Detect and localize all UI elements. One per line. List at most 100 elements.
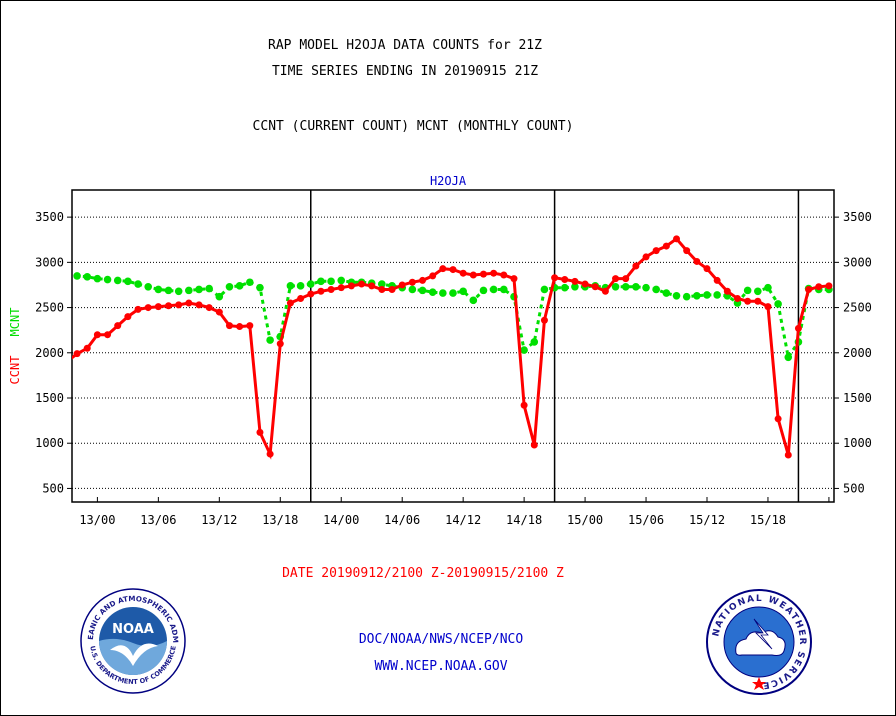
data-point-mcnt — [256, 283, 264, 292]
xtick-label: 14/06 — [384, 513, 420, 527]
data-point-ccnt — [744, 297, 752, 305]
data-point-ccnt — [601, 287, 609, 295]
ytick-label-left: 500 — [42, 481, 64, 495]
data-point-mcnt — [784, 353, 793, 362]
xtick-label: 15/12 — [689, 513, 725, 527]
data-point-mcnt — [408, 285, 417, 294]
data-point-ccnt — [134, 305, 142, 313]
data-point-ccnt — [358, 280, 366, 288]
data-point-ccnt — [347, 282, 355, 290]
series-ccnt — [72, 235, 833, 460]
data-point-ccnt — [449, 266, 457, 274]
series-line-mcnt — [72, 274, 829, 362]
data-point-ccnt — [612, 275, 620, 283]
ytick-label-right: 2000 — [843, 346, 872, 360]
xtick-label: 14/18 — [506, 513, 542, 527]
data-point-mcnt — [63, 273, 71, 281]
data-point-mcnt — [154, 285, 163, 294]
data-point-mcnt — [500, 285, 508, 294]
data-point-mcnt — [764, 283, 772, 292]
data-point-ccnt — [733, 295, 741, 303]
data-point-ccnt — [327, 285, 335, 293]
data-point-ccnt — [825, 282, 833, 290]
data-point-mcnt — [266, 336, 274, 344]
data-point-ccnt — [388, 285, 396, 293]
data-point-ccnt — [205, 304, 213, 312]
data-point-ccnt — [236, 323, 244, 331]
xtick-label: 15/18 — [750, 513, 786, 527]
data-point-ccnt — [774, 415, 782, 423]
data-point-ccnt — [469, 271, 477, 279]
data-point-mcnt — [337, 276, 346, 285]
ytick-label-right: 1500 — [843, 391, 872, 405]
plot-area-frame — [71, 189, 835, 503]
data-point-mcnt — [164, 286, 173, 295]
data-point-ccnt — [215, 308, 223, 316]
data-point-ccnt — [307, 290, 315, 298]
xtick-label: 14/00 — [323, 513, 359, 527]
xtick-label: 15/00 — [567, 513, 603, 527]
data-point-ccnt — [256, 428, 264, 436]
data-point-ccnt — [794, 324, 802, 332]
data-point-ccnt — [459, 269, 467, 277]
data-point-ccnt — [693, 257, 701, 265]
data-point-mcnt — [439, 289, 447, 297]
chart-title: H2OJA — [430, 174, 467, 188]
data-point-ccnt — [815, 283, 823, 291]
data-point-ccnt — [591, 283, 599, 291]
ytick-label-left: 2500 — [35, 301, 64, 315]
data-point-ccnt — [703, 265, 711, 273]
website-link[interactable]: WWW.NCEP.NOAA.GOV — [374, 659, 508, 674]
data-point-mcnt — [611, 282, 620, 291]
data-point-mcnt — [540, 285, 549, 294]
ytick-label-left: 1500 — [35, 391, 64, 405]
ylabel-mcnt: MCNT — [8, 308, 22, 337]
data-point-ccnt — [662, 242, 670, 250]
org-line: DOC/NOAA/NWS/NCEP/NCO — [358, 632, 524, 647]
data-point-ccnt — [632, 262, 640, 270]
data-point-mcnt — [317, 277, 325, 286]
data-point-ccnt — [622, 275, 630, 283]
data-point-mcnt — [449, 289, 457, 297]
data-point-ccnt — [266, 450, 274, 458]
data-point-ccnt — [93, 331, 101, 339]
data-point-mcnt — [469, 296, 478, 305]
data-point-mcnt — [174, 287, 183, 296]
ytick-label-right: 2500 — [843, 301, 872, 315]
nws-logo: NATIONAL WEATHER SERVICE — [706, 589, 812, 695]
data-point-mcnt — [754, 287, 762, 296]
data-point-mcnt — [774, 300, 782, 308]
data-point-mcnt — [225, 282, 234, 291]
data-point-mcnt — [693, 292, 701, 300]
data-point-mcnt — [642, 283, 650, 292]
data-point-mcnt — [93, 274, 102, 283]
data-point-mcnt — [571, 282, 579, 291]
data-point-mcnt — [530, 338, 539, 346]
data-point-mcnt — [246, 278, 254, 287]
data-point-ccnt — [408, 278, 416, 286]
data-point-ccnt — [764, 303, 772, 311]
data-point-ccnt — [175, 301, 183, 309]
xtick-label: 13/00 — [79, 513, 115, 527]
data-point-ccnt — [276, 340, 284, 348]
series-mcnt — [63, 272, 833, 362]
data-point-ccnt — [297, 295, 305, 303]
data-point-mcnt — [378, 280, 386, 288]
data-point-ccnt — [378, 285, 386, 293]
ytick-label-left: 2000 — [35, 346, 64, 360]
ytick-label-right: 3000 — [843, 255, 872, 269]
xtick-label: 14/12 — [445, 513, 481, 527]
data-point-ccnt — [530, 441, 538, 449]
data-point-mcnt — [306, 280, 315, 288]
data-point-mcnt — [652, 285, 660, 294]
data-point-ccnt — [317, 287, 325, 295]
data-point-mcnt — [743, 286, 752, 295]
data-point-ccnt — [195, 301, 203, 309]
date-range: DATE 20190912/2100 Z-20190915/2100 Z — [282, 566, 564, 581]
data-point-ccnt — [683, 247, 691, 255]
chart-series — [63, 235, 833, 460]
data-point-mcnt — [632, 282, 640, 291]
data-point-ccnt — [368, 282, 376, 290]
data-point-mcnt — [215, 292, 224, 301]
